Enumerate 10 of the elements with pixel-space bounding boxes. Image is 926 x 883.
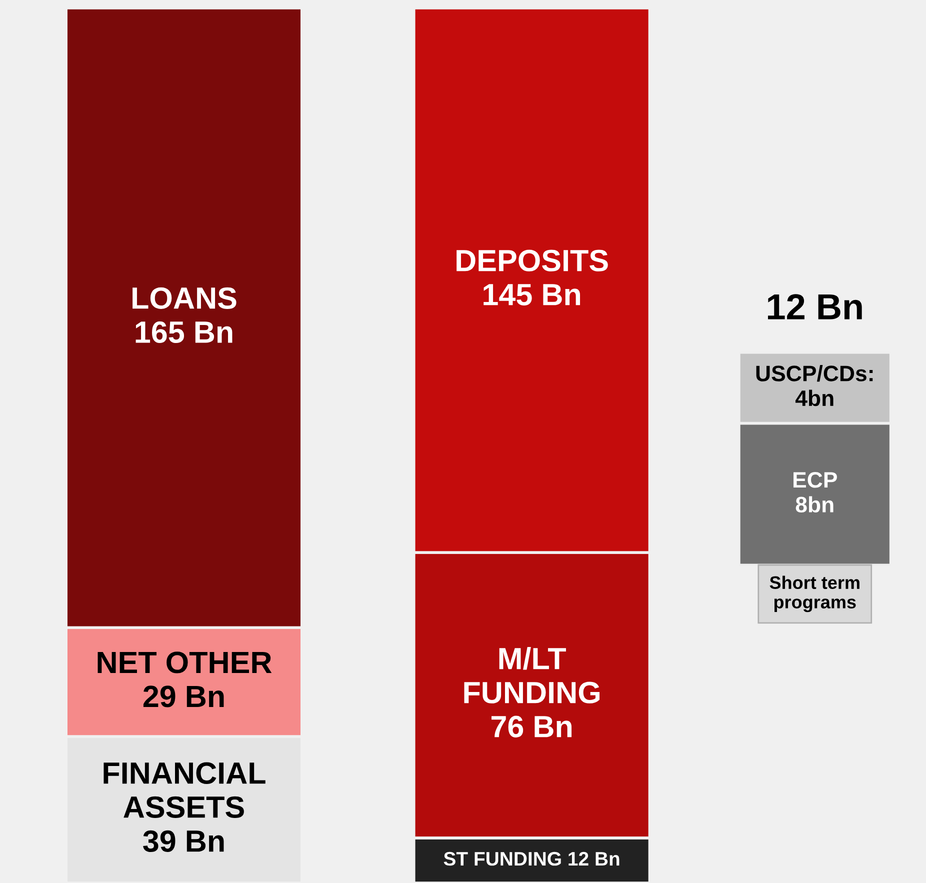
- total-label: 12 Bn: [768, 294, 862, 320]
- annotation: Short term programs: [770, 576, 860, 612]
- data-label: M/LT FUNDING 76 Bn: [464, 646, 600, 738]
- data-label: USCP/CDs: 4bn: [756, 365, 873, 406]
- data-label: ECP 8bn: [794, 472, 837, 513]
- data-label: DEPOSITS 145 Bn: [456, 250, 608, 306]
- data-label: LOANS 165 Bn: [132, 287, 236, 343]
- data-label: FINANCIAL ASSETS 39 Bn: [104, 762, 266, 852]
- data-label: ST FUNDING 12 Bn: [444, 852, 620, 866]
- data-label: NET OTHER 29 Bn: [98, 652, 272, 708]
